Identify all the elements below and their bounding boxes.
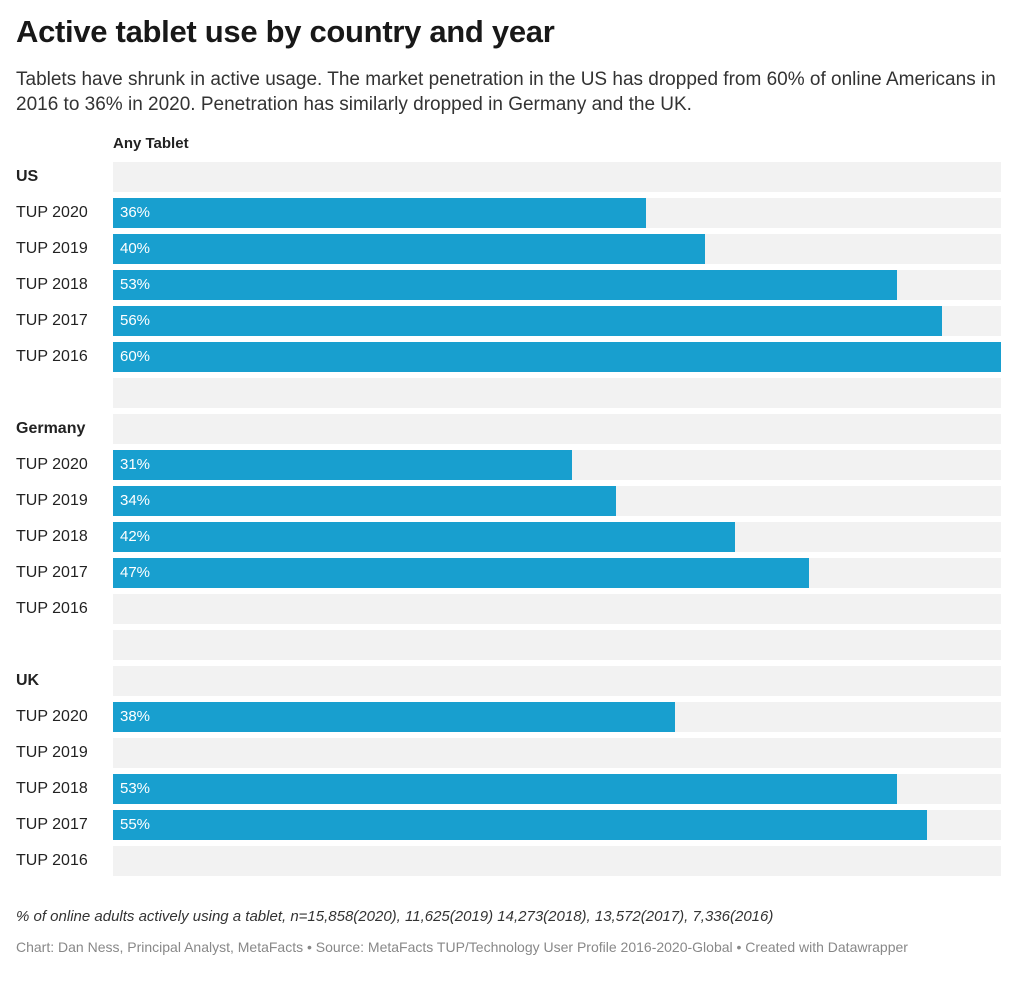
group-header-row: UK bbox=[0, 666, 1024, 696]
row-label: TUP 2016 bbox=[16, 852, 88, 869]
bar-track bbox=[113, 846, 1001, 876]
bar-value-label: 36% bbox=[120, 204, 151, 221]
bar-row: TUP 2020 31% bbox=[0, 450, 1024, 480]
bar-track bbox=[113, 666, 1001, 696]
bar-row: TUP 2017 56% bbox=[0, 306, 1024, 336]
bar-value-label: 38% bbox=[120, 708, 151, 725]
bar-track: 36% bbox=[113, 198, 1001, 228]
row-label: TUP 2020 bbox=[16, 708, 88, 725]
bar: 34% bbox=[113, 486, 616, 516]
bar-value-label: 40% bbox=[120, 240, 151, 257]
bar-row: TUP 2016 bbox=[0, 594, 1024, 624]
bar-track: 34% bbox=[113, 486, 1001, 516]
bar-value-label: 55% bbox=[120, 816, 151, 833]
bar-track: 38% bbox=[113, 702, 1001, 732]
bar: 55% bbox=[113, 810, 927, 840]
row-label: TUP 2018 bbox=[16, 780, 88, 797]
bar: 31% bbox=[113, 450, 572, 480]
row-label: TUP 2019 bbox=[16, 240, 88, 257]
row-label: TUP 2018 bbox=[16, 276, 88, 293]
row-label: TUP 2018 bbox=[16, 528, 88, 545]
bar-track: 31% bbox=[113, 450, 1001, 480]
row-label: TUP 2016 bbox=[16, 348, 88, 365]
bar-track bbox=[113, 630, 1001, 660]
row-label: TUP 2020 bbox=[16, 456, 88, 473]
bar-row: TUP 2016 bbox=[0, 846, 1024, 876]
bar-track: 47% bbox=[113, 558, 1001, 588]
row-label: TUP 2017 bbox=[16, 312, 88, 329]
row-label: TUP 2020 bbox=[16, 204, 88, 221]
bar-row: TUP 2018 42% bbox=[0, 522, 1024, 552]
bar: 40% bbox=[113, 234, 705, 264]
row-label: TUP 2019 bbox=[16, 744, 88, 761]
bar-value-label: 31% bbox=[120, 456, 151, 473]
bar-value-label: 42% bbox=[120, 528, 151, 545]
bar: 53% bbox=[113, 774, 897, 804]
bar: 60% bbox=[113, 342, 1001, 372]
bar-row: TUP 2017 55% bbox=[0, 810, 1024, 840]
group-header-row: US bbox=[0, 162, 1024, 192]
chart-title: Active tablet use by country and year bbox=[16, 14, 555, 49]
bar-track bbox=[113, 414, 1001, 444]
bar-row: TUP 2020 38% bbox=[0, 702, 1024, 732]
spacer-row bbox=[0, 630, 1024, 660]
bar: 38% bbox=[113, 702, 675, 732]
spacer-row bbox=[0, 378, 1024, 408]
bar-value-label: 34% bbox=[120, 492, 151, 509]
bar-track bbox=[113, 378, 1001, 408]
chart-footnote: % of online adults actively using a tabl… bbox=[16, 908, 774, 925]
chart-subtitle: Tablets have shrunk in active usage. The… bbox=[16, 69, 996, 115]
row-label: TUP 2017 bbox=[16, 816, 88, 833]
group-label: US bbox=[16, 168, 39, 185]
row-label: TUP 2017 bbox=[16, 564, 88, 581]
row-label: TUP 2019 bbox=[16, 492, 88, 509]
bar: 42% bbox=[113, 522, 735, 552]
group-header-row: Germany bbox=[0, 414, 1024, 444]
bar-track: 53% bbox=[113, 270, 1001, 300]
bar: 47% bbox=[113, 558, 809, 588]
row-label: TUP 2016 bbox=[16, 600, 88, 617]
bar-value-label: 47% bbox=[120, 564, 151, 581]
chart-credits: Chart: Dan Ness, Principal Analyst, Meta… bbox=[16, 939, 908, 955]
bar-track: 53% bbox=[113, 774, 1001, 804]
bar-value-label: 53% bbox=[120, 276, 151, 293]
bar: 53% bbox=[113, 270, 897, 300]
bar-row: TUP 2019 34% bbox=[0, 486, 1024, 516]
bar-row: TUP 2016 60% bbox=[0, 342, 1024, 372]
group-label: UK bbox=[16, 672, 40, 689]
bar-track: 56% bbox=[113, 306, 1001, 336]
group-label: Germany bbox=[16, 420, 86, 437]
bar-track: 40% bbox=[113, 234, 1001, 264]
bar-chart: Any Tablet US TUP 2020 36% TUP 2019 40% TUP 2… bbox=[0, 128, 1024, 888]
bar-track bbox=[113, 162, 1001, 192]
bar-track: 42% bbox=[113, 522, 1001, 552]
bar-value-label: 60% bbox=[120, 348, 151, 365]
bar-track bbox=[113, 594, 1001, 624]
bar-row: TUP 2020 36% bbox=[0, 198, 1024, 228]
column-header: Any Tablet bbox=[113, 135, 189, 152]
bar-row: TUP 2018 53% bbox=[0, 774, 1024, 804]
bar-row: TUP 2018 53% bbox=[0, 270, 1024, 300]
bar-value-label: 56% bbox=[120, 312, 151, 329]
bar-row: TUP 2017 47% bbox=[0, 558, 1024, 588]
bar-track: 60% bbox=[113, 342, 1001, 372]
bar-row: TUP 2019 40% bbox=[0, 234, 1024, 264]
bar-track: 55% bbox=[113, 810, 1001, 840]
bar-row: TUP 2019 bbox=[0, 738, 1024, 768]
bar: 56% bbox=[113, 306, 942, 336]
bar-track bbox=[113, 738, 1001, 768]
bar-value-label: 53% bbox=[120, 780, 151, 797]
bar: 36% bbox=[113, 198, 646, 228]
